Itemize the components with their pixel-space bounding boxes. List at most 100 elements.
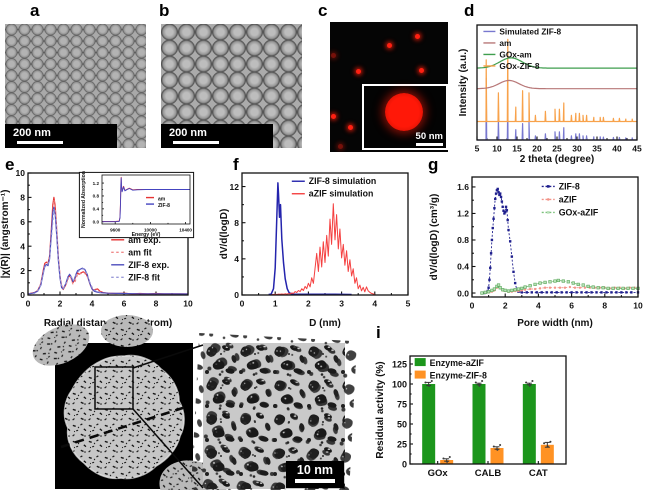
- svg-text:am: am: [158, 197, 166, 203]
- svg-text:4: 4: [234, 254, 239, 264]
- nanoparticle-dots: [330, 22, 448, 152]
- svg-text:4: 4: [90, 299, 95, 309]
- svg-text:20: 20: [532, 144, 542, 154]
- svg-text:8: 8: [154, 299, 159, 309]
- svg-text:25: 25: [552, 144, 562, 154]
- svg-text:0: 0: [26, 299, 31, 309]
- svg-text:100: 100: [392, 379, 407, 389]
- svg-text:ZIF-8 exp.: ZIF-8 exp.: [128, 260, 169, 270]
- nanoparticle-closeup: [385, 93, 423, 131]
- svg-text:1.2: 1.2: [457, 209, 469, 219]
- scalebar-h: 10 nm: [286, 461, 344, 488]
- svg-text:Enzyme-ZIF-8: Enzyme-ZIF-8: [430, 370, 487, 380]
- svg-text:0: 0: [470, 301, 475, 311]
- svg-text:10: 10: [16, 168, 26, 178]
- svg-text:Intensity (a.u.): Intensity (a.u.): [458, 49, 469, 117]
- svg-text:1.6: 1.6: [457, 182, 469, 192]
- svg-text:10: 10: [633, 301, 643, 311]
- svg-text:0.8: 0.8: [457, 235, 469, 245]
- svg-text:am exp.: am exp.: [128, 235, 161, 245]
- svg-text:45: 45: [632, 144, 642, 154]
- svg-text:0.4: 0.4: [457, 262, 469, 272]
- svg-text:5: 5: [406, 299, 411, 309]
- svg-text:4: 4: [536, 301, 541, 311]
- svg-text:2 theta (degree): 2 theta (degree): [520, 154, 594, 165]
- svg-text:8: 8: [20, 193, 25, 203]
- tem-slice-image: [32, 315, 227, 490]
- svg-text:9600: 9600: [110, 228, 121, 233]
- svg-text:8: 8: [602, 301, 607, 311]
- panel-label-c: c: [318, 1, 328, 20]
- svg-text:2: 2: [306, 299, 311, 309]
- scalebar-c-label: 50 nm: [415, 130, 443, 142]
- tem-panel: 10 nm: [32, 315, 358, 490]
- svg-text:Residual activity (%): Residual activity (%): [375, 361, 386, 458]
- svg-text:10: 10: [183, 299, 193, 309]
- svg-text:35: 35: [592, 144, 602, 154]
- svg-text:6: 6: [20, 217, 25, 227]
- residual-activity-chart: GOx CALB CAT 0 25 50 75 100 125 Residual activity…: [375, 355, 567, 479]
- svg-text:10000: 10000: [144, 228, 157, 233]
- svg-text:0.4: 0.4: [93, 207, 100, 212]
- svg-text:1: 1: [273, 299, 278, 309]
- scalebar-b-line: [173, 140, 219, 144]
- svg-text:GOx-am: GOx-am: [499, 49, 531, 59]
- scalebar-h-line: [295, 479, 335, 483]
- svg-text:0.8: 0.8: [93, 194, 100, 199]
- svg-text:2: 2: [503, 301, 508, 311]
- svg-text:ZIF-8 simulation: ZIF-8 simulation: [309, 176, 376, 186]
- svg-text:6: 6: [569, 301, 574, 311]
- panel-label-a: a: [30, 1, 40, 20]
- fluorescent-dot: [331, 53, 337, 59]
- svg-text:5: 5: [475, 144, 480, 154]
- scalebar-b: 200 nm: [161, 123, 273, 148]
- svg-text:dV/d(logD) (cm³/g): dV/d(logD) (cm³/g): [429, 194, 440, 281]
- panel-label-f: f: [233, 155, 239, 174]
- scalebar-c: 50 nm: [415, 130, 443, 146]
- fluorescence-image-c: 50 nm: [330, 22, 448, 152]
- svg-text:Simulated ZIF-8: Simulated ZIF-8: [499, 26, 561, 36]
- svg-text:GOx-ZIF-8: GOx-ZIF-8: [499, 61, 539, 71]
- sem-image-b: 200 nm: [161, 24, 302, 148]
- svg-text:4: 4: [372, 299, 377, 309]
- svg-text:0: 0: [402, 459, 407, 469]
- svg-text:125: 125: [392, 359, 407, 369]
- panel-label-i: i: [376, 323, 381, 342]
- svg-text:75: 75: [397, 399, 407, 409]
- svg-text:ZIF-8 fit: ZIF-8 fit: [128, 272, 160, 282]
- svg-text:CAT: CAT: [529, 468, 548, 479]
- region-box: [94, 366, 134, 410]
- fluorescent-dot: [338, 144, 344, 150]
- svg-text:2: 2: [58, 299, 63, 309]
- svg-text:Pore width (nm): Pore width (nm): [517, 318, 593, 329]
- svg-text:30: 30: [572, 144, 582, 154]
- svg-text:am: am: [499, 38, 511, 48]
- panel-label-g: g: [428, 155, 439, 174]
- fluorescent-dot: [418, 67, 424, 73]
- svg-text:Enzyme-aZIF: Enzyme-aZIF: [430, 358, 485, 368]
- sem-image-a: 200 nm: [5, 24, 146, 148]
- scalebar-h-label: 10 nm: [296, 463, 334, 477]
- svg-text:ZIF-8: ZIF-8: [158, 203, 170, 209]
- xrd-chart: 5 10 15 20 25 30 35 40 45 2 theta (degree) Intensi…: [458, 24, 642, 165]
- svg-text:3: 3: [339, 299, 344, 309]
- svg-text:0.0: 0.0: [457, 288, 469, 298]
- svg-text:6: 6: [122, 299, 127, 309]
- svg-text:ZIF-8: ZIF-8: [559, 181, 580, 191]
- svg-text:0: 0: [234, 290, 239, 300]
- fluorescent-dot: [355, 68, 361, 74]
- svg-text:Energy (eV): Energy (eV): [132, 232, 161, 238]
- svg-text:15: 15: [512, 144, 522, 154]
- svg-text:am fit: am fit: [128, 247, 152, 257]
- svg-text:GOx: GOx: [428, 468, 449, 479]
- svg-text:12: 12: [230, 182, 240, 192]
- scalebar-c-line: [415, 142, 443, 146]
- svg-text:25: 25: [397, 439, 407, 449]
- fluorescent-dot: [414, 33, 420, 39]
- svg-text:4: 4: [20, 241, 25, 251]
- fluorescent-dot: [347, 124, 353, 130]
- pore-width-chart: 0 2 4 6 8 10 0.0 0.4 0.8 1.2 1.6 Pore width (nm) dV/…: [429, 176, 643, 329]
- svg-text:0: 0: [240, 299, 245, 309]
